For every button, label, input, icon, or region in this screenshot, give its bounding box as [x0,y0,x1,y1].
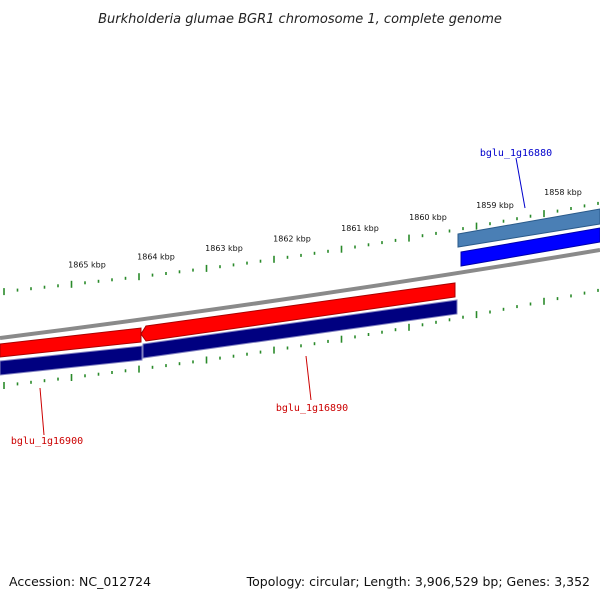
gene-label-bglu_1g16900[interactable]: bglu_1g16900 [11,387,83,447]
inner-scale-ticks [3,288,599,389]
topology-summary-text: Topology: circular; Length: 3,906,529 bp… [246,574,590,589]
scale-label-1861-kbp: 1861 kbp [341,224,379,233]
gene-bglu_1g16880-outer-arc [457,208,600,248]
scale-label-1862-kbp: 1862 kbp [273,235,311,244]
scale-label-1863-kbp: 1863 kbp [205,244,243,253]
scale-label-1859-kbp: 1859 kbp [476,201,514,210]
gene-bglu_1g16890-red-arrow [140,282,456,342]
map-title: Burkholderia glumae BGR1 chromosome 1, c… [98,12,502,27]
gene-label-bglu_1g16880[interactable]: bglu_1g16880 [480,148,552,209]
gene-label-bglu_1g16880-text: bglu_1g16880 [480,148,552,159]
accession-text: Accession: NC_012724 [9,574,151,589]
gene-bglu_1g16900-navy-bar [0,345,143,376]
gene-bglu_1g16880-inner-arc [460,227,600,267]
gene-label-bglu_1g16900-leader [39,387,45,436]
scale-label-1860-kbp: 1860 kbp [409,213,447,222]
scale-label-1858-kbp: 1858 kbp [544,188,582,197]
gene-label-bglu_1g16880-leader [515,157,526,209]
gene-bglu_1g16900-reverse-cds[interactable] [0,345,143,376]
gene-bglu_1g16890-reverse-cds[interactable] [142,299,458,359]
gene-label-bglu_1g16890-leader [305,355,312,401]
gene-bglu_1g16900-forward-cds[interactable] [0,327,142,358]
scale-label-1865-kbp: 1865 kbp [68,261,106,270]
gene-label-bglu_1g16890-text: bglu_1g16890 [276,403,348,414]
scale-labels: 1858 kbp 1859 kbp 1860 kbp 1861 kbp 1862 kbp… [68,188,582,270]
gene-label-bglu_1g16890[interactable]: bglu_1g16890 [276,355,348,414]
outer-scale-ticks [3,201,599,296]
gene-bglu_1g16890-navy-bar [142,299,458,359]
gene-bglu_1g16900-red-bar [0,327,142,358]
scale-label-1864-kbp: 1864 kbp [137,253,175,262]
gene-bglu_1g16890-forward-cds[interactable] [140,282,456,342]
gene-bglu_1g16880-feature[interactable] [457,208,600,267]
chromosome-backbone [0,248,600,340]
gene-label-bglu_1g16900-text: bglu_1g16900 [11,436,83,447]
